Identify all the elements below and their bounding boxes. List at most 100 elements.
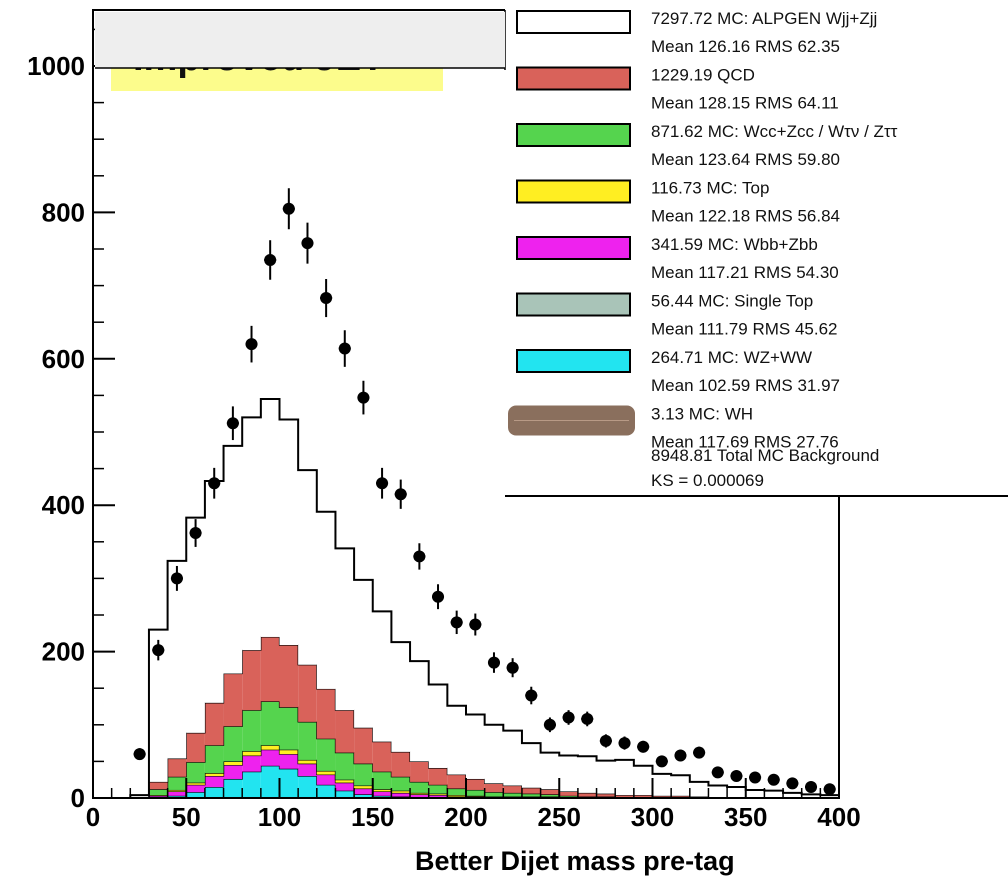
data-point-26 xyxy=(618,737,631,750)
y-tick-label-5: 1000 xyxy=(27,51,85,81)
data-point-15 xyxy=(413,550,426,563)
bar-3-18 xyxy=(428,784,448,794)
legend-label-6: 264.71 MC: WZ+WW xyxy=(651,348,812,367)
bar-1-9 xyxy=(260,749,280,766)
bar-0-7 xyxy=(223,778,243,798)
bar-2-4 xyxy=(167,789,187,792)
top-strip xyxy=(95,12,505,68)
series-5 xyxy=(93,398,840,799)
data-point-5 xyxy=(226,417,239,430)
legend: 7297.72 MC: ALPGEN Wjj+Zjj Mean 126.16 RM… xyxy=(95,0,1008,798)
bar-4-17 xyxy=(410,761,429,782)
data-point-35 xyxy=(786,777,799,790)
data-point-4 xyxy=(208,477,221,490)
data-point-7 xyxy=(264,253,277,266)
legend-stats-6: Mean 102.59 RMS 31.97 xyxy=(651,376,840,395)
bar-1-14 xyxy=(354,788,373,795)
bar-5-20 xyxy=(466,714,485,779)
series-outline-5 xyxy=(93,398,840,799)
data-point-20 xyxy=(506,661,519,674)
bar-5-16 xyxy=(391,642,411,752)
data-point-30 xyxy=(693,746,706,759)
bar-4-18 xyxy=(428,767,448,785)
bar-1-17 xyxy=(410,794,429,798)
legend-entry-1: 1229.19 QCD Mean 128.15 RMS 64.11 xyxy=(516,66,839,113)
bar-0-5 xyxy=(186,792,205,798)
bar-3-20 xyxy=(466,789,485,796)
data-point-18 xyxy=(469,618,482,631)
bar-0-9 xyxy=(260,765,280,798)
bar-4-27 xyxy=(596,793,616,797)
bar-2-15 xyxy=(372,789,392,792)
x-tick-label-4: 200 xyxy=(444,802,487,832)
data-point-14 xyxy=(394,488,407,501)
x-tick-label-0: 0 xyxy=(86,802,100,832)
bar-3-16 xyxy=(391,776,411,791)
data-point-17 xyxy=(450,616,463,629)
data-point-13 xyxy=(376,477,389,490)
bar-4-22 xyxy=(503,785,522,793)
y-tick-label-0: 0 xyxy=(71,783,85,813)
bar-3-3 xyxy=(148,789,168,796)
data-point-37 xyxy=(823,783,836,796)
data-point-32 xyxy=(730,770,743,783)
stacked-histograms xyxy=(93,398,840,799)
legend-total: 8948.81 Total MC Background xyxy=(651,446,879,465)
legend-stats-5: Mean 111.79 RMS 45.62 xyxy=(651,320,838,339)
bar-1-7 xyxy=(223,765,243,779)
y-tick-label-2: 400 xyxy=(42,490,85,520)
bar-2-18 xyxy=(428,793,448,796)
x-axis-label: Better Dijet mass pre-tag xyxy=(415,846,735,876)
legend-entry-6: 264.71 MC: WZ+WW Mean 102.59 RMS 31.97 xyxy=(516,348,840,395)
legend-swatch-3 xyxy=(516,179,631,204)
legend-label-2: 871.62 MC: Wcc+Zcc / Wτν / Zττ xyxy=(651,122,898,141)
bar-2-12 xyxy=(316,770,336,775)
bar-1-3 xyxy=(148,795,168,798)
data-point-6 xyxy=(245,338,258,351)
y-tick-label-4: 800 xyxy=(42,197,85,227)
data-point-8 xyxy=(282,202,295,215)
bar-5-15 xyxy=(372,611,392,742)
data-point-10 xyxy=(320,292,333,305)
bar-0-6 xyxy=(204,787,224,798)
bar-2-9 xyxy=(260,745,280,750)
bar-3-22 xyxy=(503,792,522,797)
bar-3-21 xyxy=(484,792,504,797)
data-point-34 xyxy=(767,773,780,786)
x-tick-label-8: 400 xyxy=(817,802,860,832)
bar-5-6 xyxy=(204,481,224,703)
bar-5-39 xyxy=(820,795,839,798)
bar-5-2 xyxy=(130,795,149,798)
legend-swatch-5 xyxy=(516,292,631,317)
bar-5-14 xyxy=(354,579,373,728)
bar-5-22 xyxy=(503,730,522,786)
legend-label-4: 341.59 MC: Wbb+Zbb xyxy=(651,235,818,254)
bar-4-8 xyxy=(242,650,261,711)
bar-0-4 xyxy=(167,795,187,798)
bar-5-21 xyxy=(484,724,504,784)
legend-stats-2: Mean 123.64 RMS 59.80 xyxy=(651,150,840,169)
bar-1-5 xyxy=(186,784,205,793)
data-point-12 xyxy=(357,391,370,404)
data-point-22 xyxy=(543,718,556,731)
x-tick-label-1: 50 xyxy=(172,802,201,832)
bar-2-13 xyxy=(335,779,355,783)
bar-4-4 xyxy=(167,758,187,777)
bar-5-18 xyxy=(428,684,448,768)
data-point-1 xyxy=(152,644,165,657)
bar-5-17 xyxy=(410,661,429,762)
bar-3-24 xyxy=(540,794,560,797)
bar-5-23 xyxy=(521,743,541,788)
legend-entry-3: 116.73 MC: Top Mean 122.18 RMS 56.84 xyxy=(516,179,840,226)
bar-3-11 xyxy=(298,721,317,760)
bar-3-19 xyxy=(447,788,466,796)
bar-4-14 xyxy=(354,727,373,764)
bar-3-5 xyxy=(186,762,205,783)
bar-5-28 xyxy=(615,759,634,796)
bar-4-16 xyxy=(391,751,411,777)
bar-5-19 xyxy=(447,705,466,775)
series-3 xyxy=(93,700,839,799)
x-tick-label-3: 150 xyxy=(351,802,394,832)
bar-4-24 xyxy=(540,789,560,795)
